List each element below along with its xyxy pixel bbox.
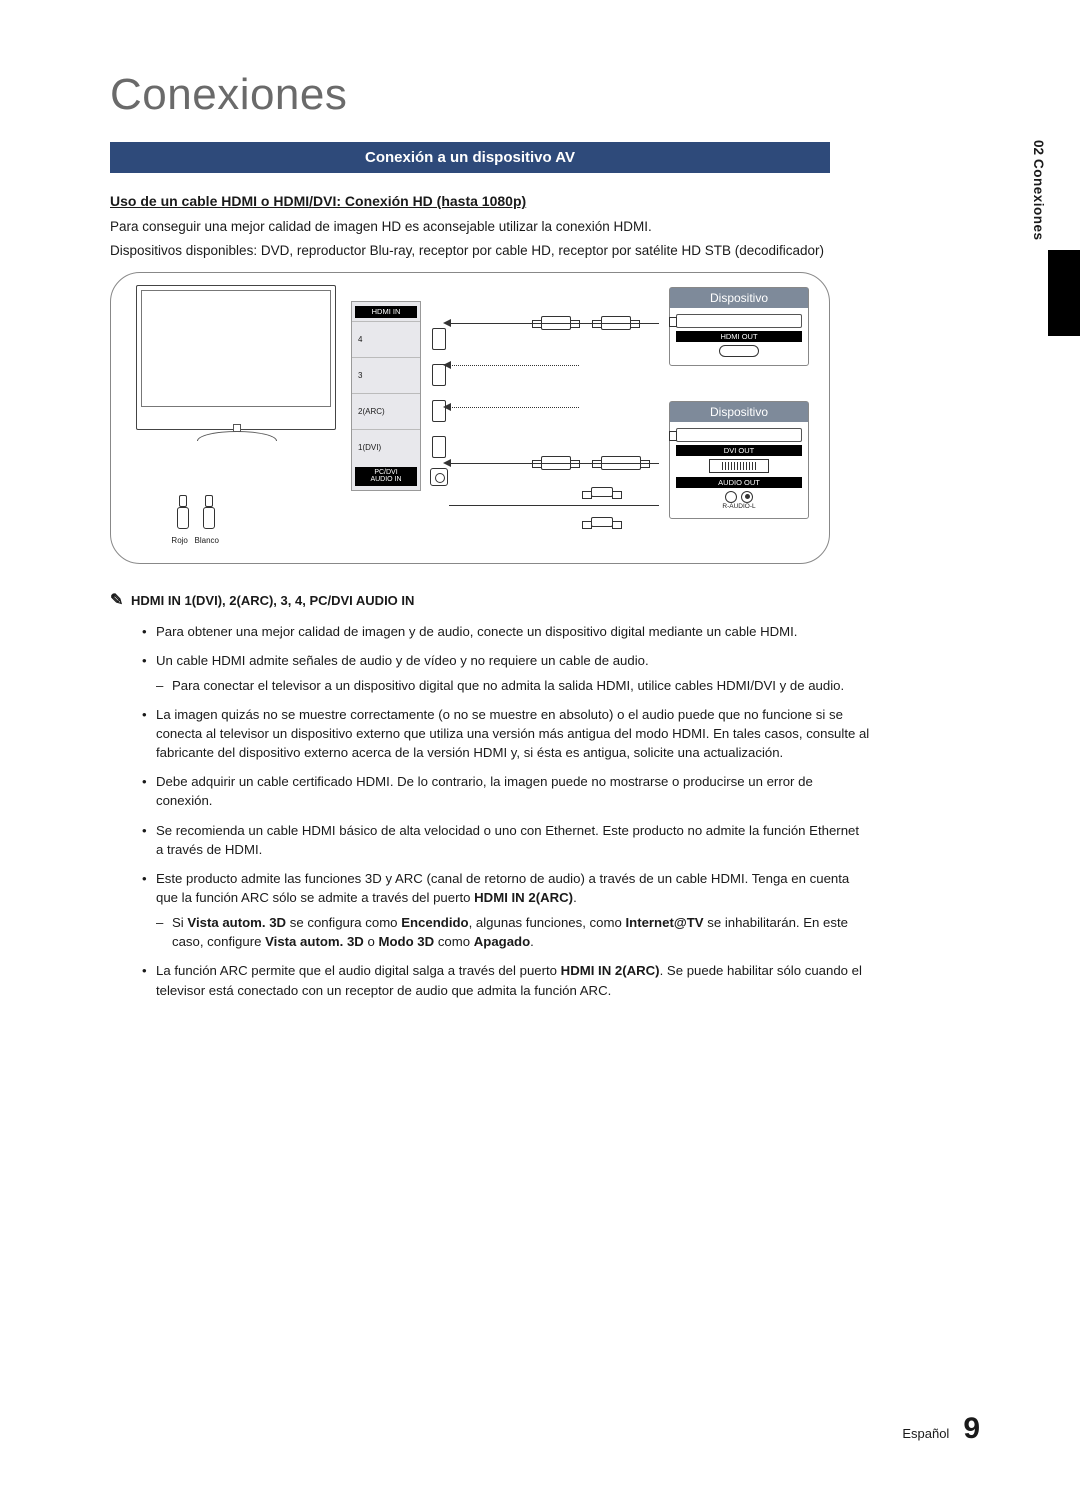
audio-connector-icon — [591, 487, 613, 497]
jack-label: Rojo — [171, 536, 187, 545]
sub-bullet-item: Si Vista autom. 3D se configura como Enc… — [156, 913, 870, 951]
dvi-connector-icon — [541, 456, 571, 470]
disc-slot-icon — [676, 314, 802, 328]
manual-page: 02 Conexiones Conexiones Conexión a un d… — [0, 0, 1080, 1494]
hdmi-icon — [432, 436, 446, 458]
cable-line — [449, 505, 659, 506]
hdmi-out-tag: HDMI OUT — [676, 331, 802, 342]
bullet-item: Debe adquirir un cable certificado HDMI.… — [142, 772, 870, 810]
audio-out-tag: AUDIO OUT — [676, 477, 802, 488]
dvi-connector-icon — [601, 456, 641, 470]
hdmi-icon — [432, 328, 446, 350]
audio-lr-label: R-AUDIO-L — [676, 503, 802, 510]
bullet-list: Para obtener una mejor calidad de imagen… — [110, 622, 870, 1000]
audio-jacks: Rojo Blanco — [171, 495, 219, 545]
audio-connector-icon — [591, 517, 613, 527]
cable-line — [449, 365, 579, 366]
intro-line: Dispositivos disponibles: DVD, reproduct… — [110, 241, 990, 261]
audio-out-icon — [676, 491, 802, 503]
device-label: Dispositivo — [670, 288, 808, 308]
bullet-item: Se recomienda un cable HDMI básico de al… — [142, 821, 870, 859]
arrow-icon — [443, 403, 451, 411]
chapter-number: 02 — [1031, 140, 1046, 155]
sub-bullet-item: Para conectar el televisor a un disposit… — [156, 676, 870, 695]
hdmi-port-panel: HDMI IN 4 3 2(ARC) 1(DVI) PC/DVIAUDIO IN — [351, 301, 421, 491]
section-title: Conexiones — [110, 70, 990, 120]
hdmi-connector-icon — [541, 316, 571, 330]
side-tab: 02 Conexiones — [1031, 140, 1046, 241]
bullet-item: La imagen quizás no se muestre correctam… — [142, 705, 870, 762]
chapter-label: Conexiones — [1031, 159, 1046, 241]
disc-slot-icon — [676, 428, 802, 442]
device-label: Dispositivo — [670, 402, 808, 422]
hdmi-port-1dvi: 1(DVI) — [352, 429, 420, 465]
hdmi-connector-icon — [601, 316, 631, 330]
hdmi-header: HDMI IN — [355, 306, 417, 318]
audio-in-icon — [430, 468, 448, 486]
jack-label: Blanco — [195, 536, 219, 545]
footer-language: Español — [902, 1426, 949, 1441]
dvi-out-tag: DVI OUT — [676, 445, 802, 456]
tv-icon — [136, 285, 336, 430]
page-number: 9 — [963, 1412, 980, 1446]
connection-diagram: Rojo Blanco HDMI IN 4 3 2(ARC) 1(DVI) PC… — [110, 272, 830, 564]
jack-red-icon — [175, 495, 189, 529]
arrow-icon — [443, 361, 451, 369]
notes-block: ✎ HDMI IN 1(DVI), 2(ARC), 3, 4, PC/DVI A… — [110, 590, 870, 1000]
edge-marker — [1048, 250, 1080, 336]
hdmi-out-icon — [719, 345, 759, 357]
bullet-item: Un cable HDMI admite señales de audio y … — [142, 651, 870, 695]
subheading: Uso de un cable HDMI o HDMI/DVI: Conexió… — [110, 193, 990, 209]
arrow-icon — [443, 319, 451, 327]
page-footer: Español 9 — [902, 1412, 980, 1446]
bullet-item: Este producto admite las funciones 3D y … — [142, 869, 870, 952]
jack-white-icon — [201, 495, 215, 529]
pcdvi-label: PC/DVIAUDIO IN — [355, 467, 417, 486]
hdmi-port-3: 3 — [352, 357, 420, 393]
arrow-icon — [443, 459, 451, 467]
bullet-item: Para obtener una mejor calidad de imagen… — [142, 622, 870, 641]
cable-line — [449, 407, 579, 408]
device-hdmi: Dispositivo HDMI OUT — [669, 287, 809, 366]
dvi-out-icon — [709, 459, 769, 473]
device-dvi: Dispositivo DVI OUT AUDIO OUT R-AUDIO-L — [669, 401, 809, 519]
hdmi-port-2arc: 2(ARC) — [352, 393, 420, 429]
intro-line: Para conseguir una mejor calidad de imag… — [110, 217, 990, 237]
hdmi-port-4: 4 — [352, 321, 420, 357]
bullet-item: La función ARC permite que el audio digi… — [142, 961, 870, 999]
note-icon: ✎ — [110, 592, 123, 609]
notes-heading: ✎ HDMI IN 1(DVI), 2(ARC), 3, 4, PC/DVI A… — [110, 590, 870, 610]
intro-text: Para conseguir una mejor calidad de imag… — [110, 217, 990, 262]
topic-bar: Conexión a un dispositivo AV — [110, 142, 830, 173]
